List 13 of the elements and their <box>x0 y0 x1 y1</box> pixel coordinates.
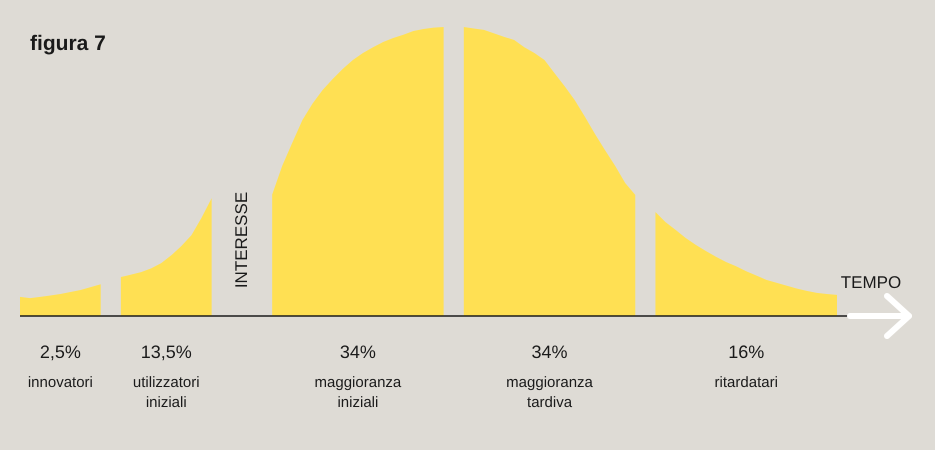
text: ritardatari <box>714 374 778 391</box>
text: 16% <box>728 342 764 362</box>
text: maggioranza iniziali <box>314 374 402 411</box>
text: utilizzatori iniziali <box>132 374 200 411</box>
text: innovatori <box>28 374 93 391</box>
x-axis-title: TEMPO <box>840 273 902 292</box>
text: 34% <box>340 342 376 362</box>
text: 2,5% <box>40 342 81 362</box>
annotation: INTERESSE <box>232 192 251 288</box>
chart-title: figura 7 <box>30 32 106 55</box>
text: 34% <box>532 342 568 362</box>
text: 13,5% <box>140 342 192 362</box>
text: maggioranza tardiva <box>506 374 594 411</box>
